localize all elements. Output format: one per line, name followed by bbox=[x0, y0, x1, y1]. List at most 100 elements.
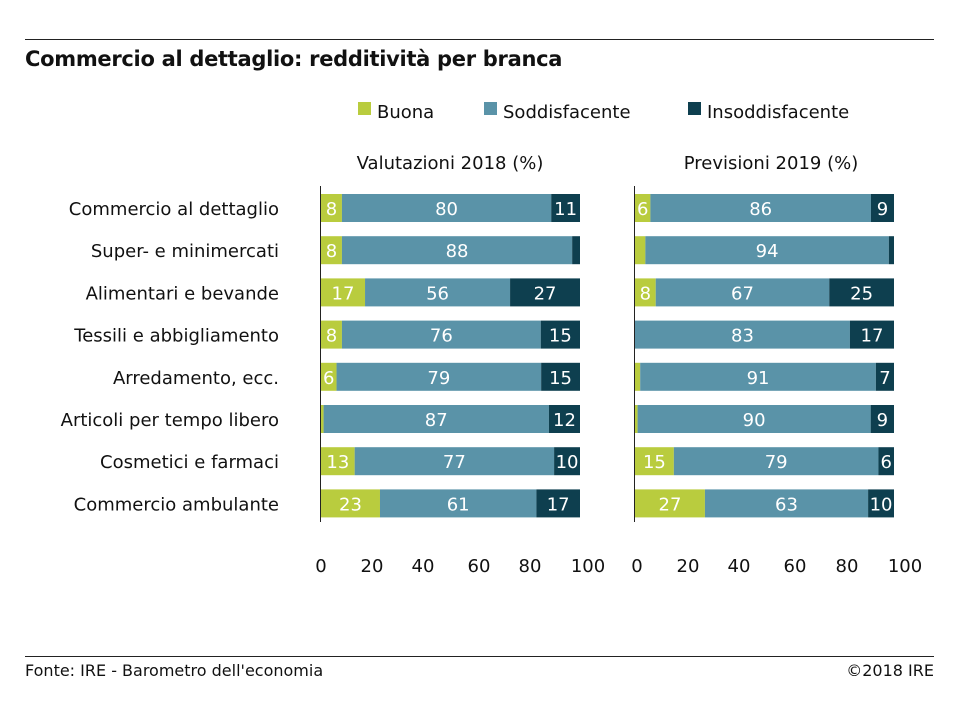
bar-soddisfacente bbox=[323, 405, 549, 433]
data-label: 91 bbox=[747, 368, 770, 389]
data-label: 23 bbox=[339, 494, 362, 515]
data-label: 10 bbox=[870, 494, 893, 515]
bar-soddisfacente bbox=[650, 194, 871, 222]
legend-label-buona: Buona bbox=[377, 102, 434, 123]
x-tick-label: 20 bbox=[677, 556, 700, 577]
bar-buona bbox=[635, 405, 638, 433]
data-label: 12 bbox=[553, 410, 576, 431]
bar-insoddisfacente bbox=[551, 194, 580, 222]
x-tick-label: 100 bbox=[571, 556, 605, 577]
legend-swatch-buona bbox=[358, 102, 371, 115]
bar-buona bbox=[321, 194, 342, 222]
copyright: ©2018 IRE bbox=[846, 661, 934, 680]
bar-soddisfacente bbox=[673, 447, 879, 476]
bar-soddisfacente bbox=[379, 489, 537, 518]
data-label: 67 bbox=[731, 283, 754, 304]
data-label: 10 bbox=[556, 452, 579, 473]
data-label: 27 bbox=[659, 494, 682, 515]
bar-insoddisfacente bbox=[548, 405, 580, 433]
bar-buona bbox=[635, 489, 705, 518]
x-tick-label: 80 bbox=[836, 556, 859, 577]
x-tick-label: 60 bbox=[784, 556, 807, 577]
top-rule bbox=[25, 39, 934, 40]
bar-insoddisfacente bbox=[510, 278, 580, 307]
bar-buona bbox=[321, 362, 337, 391]
data-label: 27 bbox=[534, 283, 557, 304]
data-label: 77 bbox=[443, 452, 466, 473]
bar-soddisfacente bbox=[354, 447, 555, 476]
bar-soddisfacente bbox=[637, 405, 871, 433]
category-label: Commercio ambulante bbox=[74, 494, 279, 515]
data-label: 9 bbox=[877, 199, 888, 220]
bar-buona bbox=[321, 320, 342, 349]
data-label: 17 bbox=[861, 326, 884, 347]
bar-buona bbox=[635, 447, 674, 476]
bar-buona bbox=[635, 236, 646, 265]
bar-buona bbox=[321, 447, 355, 476]
bar-soddisfacente bbox=[341, 236, 573, 265]
category-label: Tessili e abbigliamento bbox=[73, 326, 279, 347]
x-tick-label: 20 bbox=[361, 556, 384, 577]
x-tick-label: 60 bbox=[468, 556, 491, 577]
x-tick-label: 100 bbox=[888, 556, 922, 577]
data-label: 7 bbox=[879, 368, 890, 389]
bar-insoddisfacente bbox=[540, 320, 580, 349]
data-label: 15 bbox=[643, 452, 666, 473]
source-note: Fonte: IRE - Barometro dell'economia bbox=[25, 661, 324, 680]
bar-buona bbox=[635, 278, 656, 307]
legend-label-insoddisfacente: Insoddisfacente bbox=[707, 102, 849, 123]
bar-insoddisfacente bbox=[849, 320, 894, 349]
category-label: Cosmetici e farmaci bbox=[100, 452, 279, 473]
data-label: 88 bbox=[446, 241, 469, 262]
legend-swatch-insoddisfacente bbox=[688, 102, 701, 115]
data-label: 94 bbox=[756, 241, 779, 262]
category-label: Super- e minimercati bbox=[91, 241, 279, 262]
data-label: 15 bbox=[549, 368, 572, 389]
x-tick-label: 40 bbox=[728, 556, 751, 577]
bar-soddisfacente bbox=[645, 236, 889, 265]
data-label: 80 bbox=[435, 199, 458, 220]
bar-soddisfacente bbox=[365, 278, 511, 307]
data-label: 87 bbox=[425, 410, 448, 431]
bar-buona bbox=[321, 278, 366, 307]
data-label: 11 bbox=[554, 199, 577, 220]
x-tick-label: 80 bbox=[519, 556, 542, 577]
chart-title: Commercio al dettaglio: redditività per … bbox=[25, 47, 563, 71]
data-label: 79 bbox=[427, 368, 450, 389]
bar-insoddisfacente bbox=[554, 447, 580, 476]
category-label: Commercio al dettaglio bbox=[69, 199, 279, 220]
data-label: 15 bbox=[549, 326, 572, 347]
data-label: 8 bbox=[326, 199, 337, 220]
data-label: 86 bbox=[749, 199, 772, 220]
bar-soddisfacente bbox=[341, 194, 552, 222]
bar-insoddisfacente bbox=[875, 362, 894, 391]
data-label: 8 bbox=[326, 326, 337, 347]
bar-soddisfacente bbox=[635, 320, 850, 349]
data-label: 13 bbox=[326, 452, 349, 473]
bar-insoddisfacente bbox=[878, 447, 894, 476]
data-label: 83 bbox=[731, 326, 754, 347]
x-tick-label: 40 bbox=[412, 556, 435, 577]
bar-insoddisfacente bbox=[541, 362, 580, 391]
category-label: Alimentari e bevande bbox=[86, 283, 279, 304]
data-label: 56 bbox=[426, 283, 449, 304]
legend-swatch-soddisfacente bbox=[484, 102, 497, 115]
legend-label-soddisfacente: Soddisfacente bbox=[503, 102, 631, 123]
bottom-rule bbox=[25, 656, 934, 657]
bar-insoddisfacente bbox=[888, 236, 894, 265]
bar-buona bbox=[321, 236, 342, 265]
data-label: 17 bbox=[332, 283, 355, 304]
data-label: 61 bbox=[447, 494, 470, 515]
bar-insoddisfacente bbox=[870, 194, 894, 222]
bar-soddisfacente bbox=[704, 489, 869, 518]
data-label: 90 bbox=[743, 410, 766, 431]
data-label: 17 bbox=[547, 494, 570, 515]
panel-title: Valutazioni 2018 (%) bbox=[357, 153, 544, 174]
category-label: Arredamento, ecc. bbox=[113, 368, 279, 389]
panel-title: Previsioni 2019 (%) bbox=[684, 153, 858, 174]
data-label: 25 bbox=[850, 283, 873, 304]
category-label: Articoli per tempo libero bbox=[61, 410, 279, 431]
bar-insoddisfacente bbox=[870, 405, 894, 433]
bar-buona bbox=[321, 405, 324, 433]
data-label: 76 bbox=[430, 326, 453, 347]
